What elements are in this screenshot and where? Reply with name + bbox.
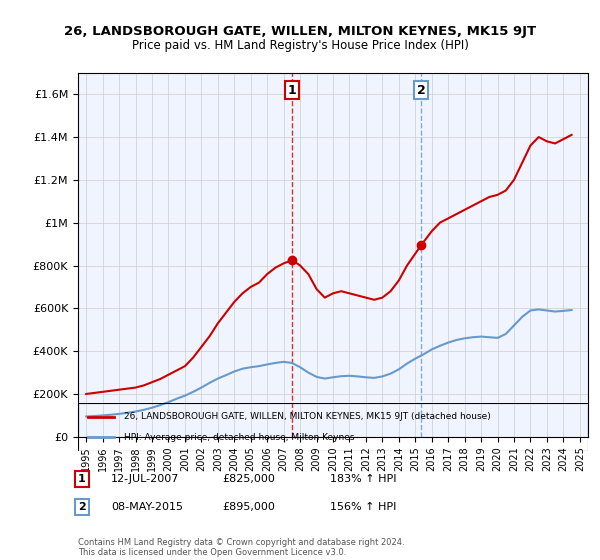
Text: £825,000: £825,000	[222, 474, 275, 484]
Text: 26, LANDSBOROUGH GATE, WILLEN, MILTON KEYNES, MK15 9JT (detached house): 26, LANDSBOROUGH GATE, WILLEN, MILTON KE…	[124, 412, 491, 421]
Text: 156% ↑ HPI: 156% ↑ HPI	[330, 502, 397, 512]
Text: 08-MAY-2015: 08-MAY-2015	[111, 502, 183, 512]
Text: Price paid vs. HM Land Registry's House Price Index (HPI): Price paid vs. HM Land Registry's House …	[131, 39, 469, 52]
Text: Contains HM Land Registry data © Crown copyright and database right 2024.
This d: Contains HM Land Registry data © Crown c…	[78, 538, 404, 557]
Text: 1: 1	[288, 83, 297, 96]
Text: £895,000: £895,000	[222, 502, 275, 512]
Text: 1: 1	[78, 474, 86, 484]
Text: 183% ↑ HPI: 183% ↑ HPI	[330, 474, 397, 484]
Text: HPI: Average price, detached house, Milton Keynes: HPI: Average price, detached house, Milt…	[124, 433, 355, 442]
Text: 12-JUL-2007: 12-JUL-2007	[111, 474, 179, 484]
Text: 26, LANDSBOROUGH GATE, WILLEN, MILTON KEYNES, MK15 9JT: 26, LANDSBOROUGH GATE, WILLEN, MILTON KE…	[64, 25, 536, 38]
Text: 2: 2	[78, 502, 86, 512]
Text: 2: 2	[417, 83, 425, 96]
